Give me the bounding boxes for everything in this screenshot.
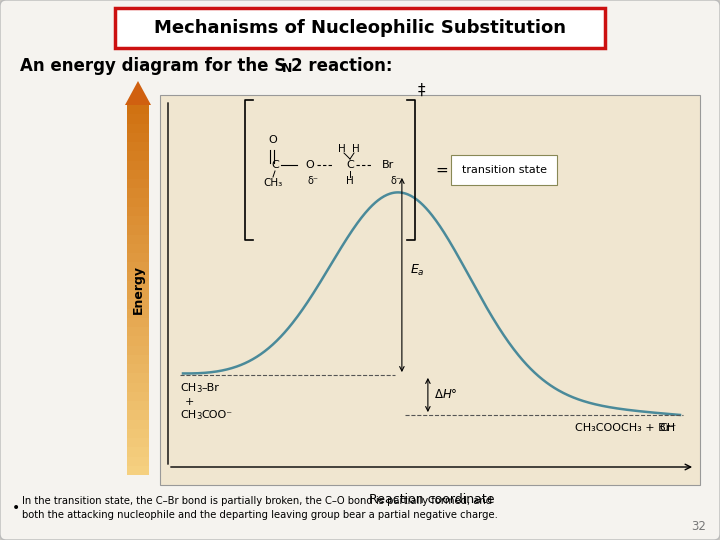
Bar bbox=[127, 271, 149, 281]
FancyBboxPatch shape bbox=[451, 155, 557, 185]
Polygon shape bbox=[125, 81, 151, 105]
Bar bbox=[127, 354, 149, 364]
Text: Reaction coordinate: Reaction coordinate bbox=[369, 493, 494, 506]
Text: CH₃: CH₃ bbox=[264, 178, 283, 188]
Bar bbox=[127, 160, 149, 170]
Text: Br: Br bbox=[382, 160, 394, 170]
Text: •: • bbox=[12, 501, 20, 515]
Bar bbox=[127, 336, 149, 346]
Text: $E_a$: $E_a$ bbox=[410, 262, 425, 278]
Text: Energy: Energy bbox=[132, 266, 145, 314]
Text: CH₃COOCH₃ + Br⁻: CH₃COOCH₃ + Br⁻ bbox=[575, 423, 676, 433]
Text: H: H bbox=[338, 144, 346, 154]
Bar bbox=[127, 253, 149, 262]
Bar bbox=[127, 465, 149, 475]
Text: 2 reaction:: 2 reaction: bbox=[291, 57, 392, 75]
Bar bbox=[127, 419, 149, 429]
Text: In the transition state, the C–Br bond is partially broken, the C–O bond is part: In the transition state, the C–Br bond i… bbox=[22, 496, 498, 520]
Text: C: C bbox=[271, 160, 279, 170]
Bar bbox=[127, 299, 149, 308]
Bar bbox=[127, 123, 149, 133]
Bar bbox=[127, 456, 149, 465]
Bar bbox=[127, 215, 149, 225]
Bar bbox=[127, 327, 149, 336]
Bar bbox=[127, 197, 149, 207]
Bar bbox=[127, 437, 149, 447]
Text: 3: 3 bbox=[196, 412, 202, 421]
Bar bbox=[127, 289, 149, 299]
Text: 3: 3 bbox=[196, 385, 202, 394]
Bar bbox=[127, 373, 149, 382]
Bar bbox=[127, 410, 149, 420]
Text: Mechanisms of Nucleophilic Substitution: Mechanisms of Nucleophilic Substitution bbox=[154, 19, 566, 37]
FancyBboxPatch shape bbox=[115, 8, 605, 48]
Bar bbox=[127, 132, 149, 142]
Bar bbox=[127, 234, 149, 244]
Bar bbox=[160, 95, 700, 485]
Text: –Br: –Br bbox=[201, 383, 219, 393]
Text: ‡: ‡ bbox=[418, 83, 426, 98]
Text: O: O bbox=[305, 160, 315, 170]
Bar bbox=[127, 114, 149, 124]
Bar bbox=[127, 428, 149, 438]
Bar bbox=[127, 179, 149, 188]
Bar bbox=[127, 308, 149, 318]
Bar bbox=[127, 206, 149, 216]
Bar bbox=[127, 363, 149, 373]
Bar bbox=[127, 151, 149, 160]
Bar bbox=[127, 105, 149, 114]
Text: CH: CH bbox=[659, 423, 675, 433]
Bar bbox=[127, 169, 149, 179]
Text: C: C bbox=[346, 160, 354, 170]
Text: O: O bbox=[269, 135, 277, 145]
Text: +: + bbox=[185, 397, 194, 407]
Bar bbox=[127, 317, 149, 327]
Bar bbox=[127, 280, 149, 290]
Text: CH: CH bbox=[180, 383, 196, 393]
Bar bbox=[127, 243, 149, 253]
Bar bbox=[127, 392, 149, 401]
Text: N: N bbox=[282, 63, 292, 76]
Text: δ⁻: δ⁻ bbox=[390, 176, 402, 186]
Bar bbox=[127, 345, 149, 355]
Text: H: H bbox=[352, 144, 360, 154]
Text: COO⁻: COO⁻ bbox=[201, 410, 232, 420]
Text: =: = bbox=[435, 163, 448, 178]
Text: 32: 32 bbox=[691, 519, 706, 532]
Text: H: H bbox=[346, 176, 354, 186]
Bar bbox=[127, 401, 149, 410]
Bar bbox=[127, 447, 149, 456]
Bar bbox=[127, 382, 149, 392]
Text: transition state: transition state bbox=[462, 165, 546, 175]
Bar bbox=[127, 141, 149, 151]
Text: An energy diagram for the S: An energy diagram for the S bbox=[20, 57, 287, 75]
Text: $\Delta H°$: $\Delta H°$ bbox=[434, 388, 457, 402]
Bar bbox=[127, 188, 149, 198]
Text: δ⁻: δ⁻ bbox=[307, 176, 318, 186]
Bar bbox=[127, 262, 149, 272]
Text: CH: CH bbox=[180, 410, 196, 420]
Bar bbox=[127, 225, 149, 234]
